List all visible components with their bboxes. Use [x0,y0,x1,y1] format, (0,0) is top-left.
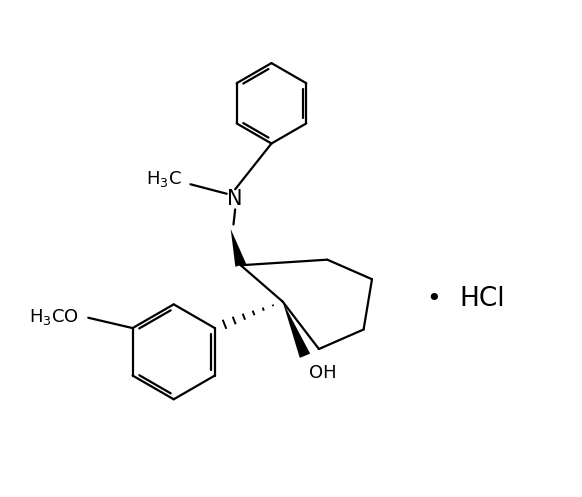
Text: N: N [228,189,243,209]
Text: H$_3$CO: H$_3$CO [29,307,79,327]
Text: H$_3$C: H$_3$C [146,168,182,189]
Text: OH: OH [310,363,337,382]
Polygon shape [230,229,246,267]
Polygon shape [283,302,310,358]
Text: HCl: HCl [459,286,505,312]
Text: •: • [426,287,441,311]
